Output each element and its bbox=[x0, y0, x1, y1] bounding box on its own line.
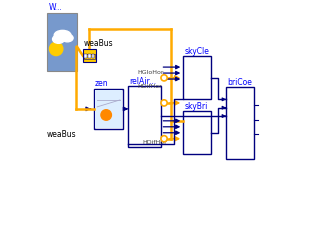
Text: skyCle: skyCle bbox=[184, 47, 209, 56]
Text: relAir...: relAir... bbox=[129, 77, 157, 86]
Ellipse shape bbox=[62, 34, 73, 42]
Text: weaBus: weaBus bbox=[47, 130, 77, 139]
Bar bbox=[84, 54, 87, 58]
Bar bbox=[47, 13, 77, 71]
Circle shape bbox=[101, 110, 111, 120]
Bar bbox=[95, 90, 122, 128]
Bar bbox=[226, 87, 254, 159]
Circle shape bbox=[161, 136, 167, 142]
Circle shape bbox=[161, 100, 167, 106]
Text: HDifHor: HDifHor bbox=[138, 84, 162, 89]
Text: skyBri: skyBri bbox=[184, 102, 208, 111]
Bar bbox=[92, 54, 94, 58]
Text: briCoe: briCoe bbox=[227, 78, 252, 87]
Bar bbox=[88, 54, 91, 58]
Text: HDifHor: HDifHor bbox=[143, 140, 167, 145]
Bar bbox=[183, 111, 211, 154]
Text: zen: zen bbox=[95, 79, 108, 88]
Ellipse shape bbox=[53, 35, 65, 43]
Circle shape bbox=[49, 42, 63, 56]
Text: weaBus: weaBus bbox=[83, 39, 113, 48]
Bar bbox=[183, 56, 211, 99]
Bar bbox=[128, 86, 160, 147]
Bar bbox=[84, 53, 95, 60]
Text: W...: W... bbox=[48, 3, 62, 12]
Bar bbox=[94, 89, 124, 129]
Ellipse shape bbox=[54, 30, 71, 40]
Text: HGloHor: HGloHor bbox=[138, 71, 164, 75]
Bar bbox=[83, 49, 96, 62]
Circle shape bbox=[161, 75, 167, 81]
